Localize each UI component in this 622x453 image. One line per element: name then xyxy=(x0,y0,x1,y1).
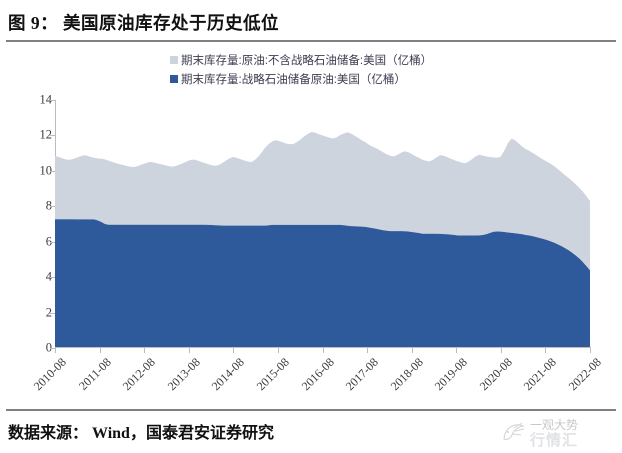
y-axis-tick-mark xyxy=(50,348,55,349)
legend-swatch-spr xyxy=(170,75,178,83)
x-axis-tick-label: 2013-08 xyxy=(164,355,203,394)
y-axis-tick-mark xyxy=(50,206,55,208)
title-divider xyxy=(6,40,616,42)
x-axis-tick-label: 2018-08 xyxy=(387,355,426,394)
x-axis-tick-mark xyxy=(545,348,547,353)
y-axis-tick-mark xyxy=(50,312,55,314)
legend-swatch-commercial xyxy=(170,56,178,64)
x-axis-tick-mark xyxy=(322,348,324,353)
x-axis-line xyxy=(55,347,591,348)
x-axis-tick-mark xyxy=(188,348,190,353)
y-axis-tick-label: 8 xyxy=(45,198,52,213)
legend-label-commercial: 期末库存量:原油:不含战略石油储备:美国（亿桶） xyxy=(181,55,433,67)
x-axis-tick-mark xyxy=(144,348,146,353)
x-axis-tick-label: 2021-08 xyxy=(521,355,560,394)
stacked-area-plot xyxy=(55,131,590,348)
x-axis-tick-mark xyxy=(500,348,502,353)
figure-source-row: 数据来源： Wind，国泰君安证券研究 xyxy=(0,414,622,448)
x-axis-tick-label: 2022-08 xyxy=(565,355,604,394)
y-axis-labels: 0 2 4 6 8 10 12 14 xyxy=(0,92,55,356)
y-axis-tick-label: 0 xyxy=(45,340,52,355)
x-axis-tick-label: 2011-08 xyxy=(75,355,114,393)
chart-area: 0 2 4 6 8 10 12 14 2010-08 2011-08 2012-08 2013-08… xyxy=(0,92,622,412)
x-axis-labels: 2010-08 2011-08 2012-08 2013-08 2014-08 2015-… xyxy=(0,348,622,412)
y-axis-tick-label: 10 xyxy=(39,163,53,178)
x-axis-tick-label: 2016-08 xyxy=(298,355,337,394)
figure-title-row: 图 9： 美国原油库存处于历史低位 xyxy=(0,6,622,38)
x-axis-tick-mark xyxy=(55,348,56,353)
y-axis-tick-mark xyxy=(50,241,55,243)
plot-area xyxy=(55,100,590,348)
x-axis-tick-mark xyxy=(277,348,279,353)
y-axis-tick-mark xyxy=(50,170,55,172)
page-title: 图 9： 美国原油库存处于历史低位 xyxy=(8,12,279,33)
y-axis-tick-label: 14 xyxy=(39,92,53,107)
x-axis-tick-mark xyxy=(367,348,369,353)
x-axis-tick-label: 2010-08 xyxy=(30,355,69,394)
x-axis-tick-mark xyxy=(233,348,235,353)
y-axis-tick-mark xyxy=(50,100,55,101)
area-series-commercial xyxy=(55,131,590,271)
x-axis-tick-label: 2014-08 xyxy=(209,355,248,394)
legend-label-spr: 期末库存量:战略石油储备原油:美国（亿桶） xyxy=(181,74,406,86)
x-axis-tick-label: 2017-08 xyxy=(342,355,381,394)
footer-divider xyxy=(6,409,616,411)
legend-item-commercial[interactable]: 期末库存量:原油:不含战略石油储备:美国（亿桶） xyxy=(170,52,432,68)
y-axis-tick-label: 6 xyxy=(45,234,52,249)
y-axis-tick-label: 2 xyxy=(45,305,52,320)
source-text: 数据来源： Wind，国泰君安证券研究 xyxy=(8,425,274,442)
x-axis-tick-label: 2015-08 xyxy=(253,355,292,394)
x-axis-tick-label: 2020-08 xyxy=(476,355,515,394)
x-axis-tick-mark xyxy=(99,348,101,353)
y-axis-tick-label: 4 xyxy=(45,269,52,284)
x-axis-tick-label: 2012-08 xyxy=(119,355,159,394)
y-axis-tick-mark xyxy=(50,135,55,137)
x-axis-tick-mark xyxy=(456,348,458,353)
x-axis-tick-mark xyxy=(590,348,591,353)
chart-legend: 期末库存量:原油:不含战略石油储备:美国（亿桶） 期末库存量:战略石油储备原油:… xyxy=(0,52,622,92)
legend-item-spr[interactable]: 期末库存量:战略石油储备原油:美国（亿桶） xyxy=(170,71,406,87)
y-axis-tick-mark xyxy=(50,277,55,279)
area-series-spr xyxy=(55,219,590,348)
x-axis-tick-mark xyxy=(411,348,413,353)
y-axis-tick-label: 12 xyxy=(39,127,53,142)
x-axis-tick-label: 2019-08 xyxy=(431,355,471,394)
